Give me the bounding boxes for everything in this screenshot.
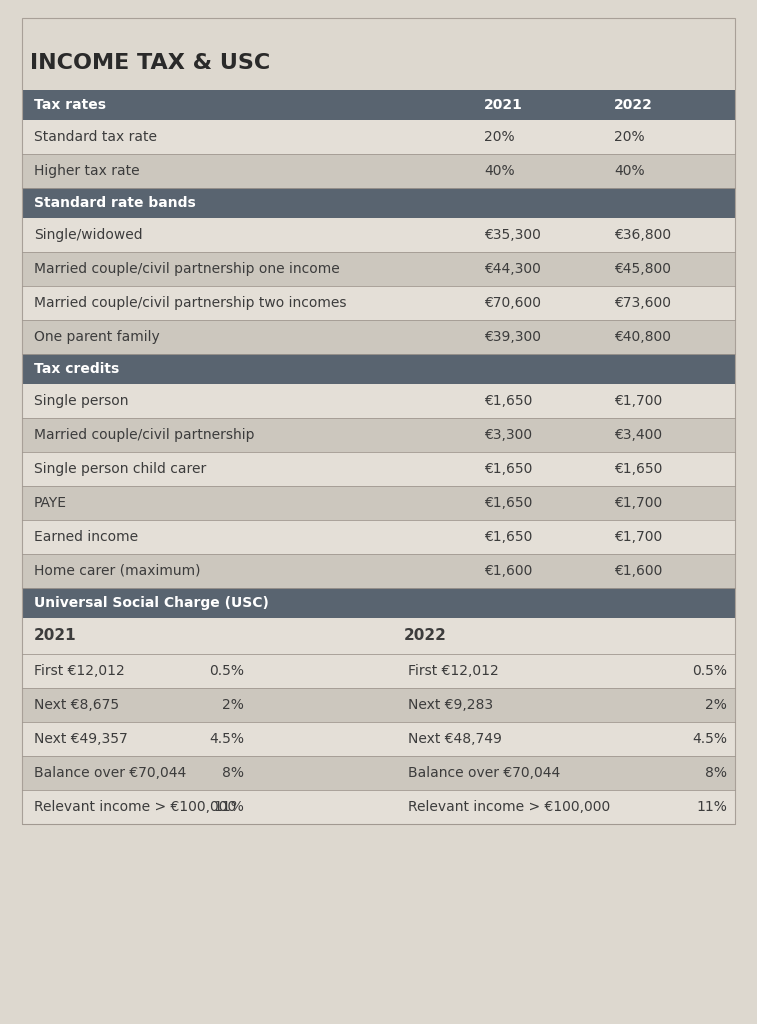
Text: €1,700: €1,700 bbox=[614, 530, 662, 544]
Text: Relevant income > €100,000: Relevant income > €100,000 bbox=[408, 800, 610, 814]
Bar bbox=[22, 252, 735, 286]
Text: First €12,012: First €12,012 bbox=[34, 664, 125, 678]
Text: 8%: 8% bbox=[222, 766, 244, 780]
Bar bbox=[22, 90, 735, 120]
Text: Standard tax rate: Standard tax rate bbox=[34, 130, 157, 144]
Text: Next €8,675: Next €8,675 bbox=[34, 698, 119, 712]
Text: €1,700: €1,700 bbox=[614, 496, 662, 510]
Text: Relevant income > €100,000: Relevant income > €100,000 bbox=[34, 800, 236, 814]
Bar bbox=[22, 354, 735, 384]
Text: Universal Social Charge (USC): Universal Social Charge (USC) bbox=[34, 596, 269, 610]
Text: 20%: 20% bbox=[614, 130, 645, 144]
Text: 2022: 2022 bbox=[614, 98, 653, 112]
Text: €1,650: €1,650 bbox=[484, 462, 532, 476]
Bar bbox=[22, 418, 735, 452]
Text: First €12,012: First €12,012 bbox=[408, 664, 499, 678]
Text: €73,600: €73,600 bbox=[614, 296, 671, 310]
Text: INCOME TAX & USC: INCOME TAX & USC bbox=[30, 52, 270, 73]
Text: 40%: 40% bbox=[614, 164, 645, 178]
Text: 0.5%: 0.5% bbox=[209, 664, 244, 678]
Text: €1,600: €1,600 bbox=[484, 564, 532, 578]
Bar bbox=[22, 618, 735, 654]
Text: Next €49,357: Next €49,357 bbox=[34, 732, 128, 746]
Bar bbox=[22, 824, 735, 1016]
Bar bbox=[22, 452, 735, 486]
Text: €1,650: €1,650 bbox=[484, 530, 532, 544]
Text: €40,800: €40,800 bbox=[614, 330, 671, 344]
Text: 11%: 11% bbox=[696, 800, 727, 814]
Text: 2021: 2021 bbox=[484, 98, 523, 112]
Bar bbox=[22, 120, 735, 154]
Text: €1,650: €1,650 bbox=[484, 496, 532, 510]
Bar bbox=[22, 588, 735, 618]
Text: Home carer (maximum): Home carer (maximum) bbox=[34, 564, 201, 578]
Text: 0.5%: 0.5% bbox=[692, 664, 727, 678]
Text: Balance over €70,044: Balance over €70,044 bbox=[34, 766, 186, 780]
Text: 8%: 8% bbox=[705, 766, 727, 780]
Text: Earned income: Earned income bbox=[34, 530, 138, 544]
Text: Balance over €70,044: Balance over €70,044 bbox=[408, 766, 560, 780]
Text: Single person: Single person bbox=[34, 394, 129, 408]
Text: €1,700: €1,700 bbox=[614, 394, 662, 408]
Bar bbox=[22, 188, 735, 218]
Bar bbox=[22, 520, 735, 554]
Text: 2022: 2022 bbox=[404, 629, 447, 643]
Text: Higher tax rate: Higher tax rate bbox=[34, 164, 139, 178]
Text: 4.5%: 4.5% bbox=[692, 732, 727, 746]
Bar bbox=[22, 286, 735, 319]
Text: Tax credits: Tax credits bbox=[34, 362, 120, 376]
Bar bbox=[22, 688, 735, 722]
Text: Married couple/civil partnership one income: Married couple/civil partnership one inc… bbox=[34, 262, 340, 276]
Bar bbox=[22, 18, 735, 90]
Bar bbox=[22, 18, 735, 824]
Text: 4.5%: 4.5% bbox=[209, 732, 244, 746]
Text: Married couple/civil partnership: Married couple/civil partnership bbox=[34, 428, 254, 442]
Bar bbox=[22, 654, 735, 688]
Text: €1,650: €1,650 bbox=[484, 394, 532, 408]
Text: 2%: 2% bbox=[222, 698, 244, 712]
Text: €44,300: €44,300 bbox=[484, 262, 540, 276]
Bar bbox=[22, 154, 735, 188]
Text: €3,400: €3,400 bbox=[614, 428, 662, 442]
Bar bbox=[22, 554, 735, 588]
Text: Single person child carer: Single person child carer bbox=[34, 462, 206, 476]
Text: Next €9,283: Next €9,283 bbox=[408, 698, 493, 712]
Bar bbox=[22, 756, 735, 790]
Text: 2%: 2% bbox=[705, 698, 727, 712]
Text: €36,800: €36,800 bbox=[614, 228, 671, 242]
Text: Married couple/civil partnership two incomes: Married couple/civil partnership two inc… bbox=[34, 296, 347, 310]
Bar bbox=[22, 722, 735, 756]
Bar bbox=[22, 218, 735, 252]
Text: 40%: 40% bbox=[484, 164, 515, 178]
Text: €45,800: €45,800 bbox=[614, 262, 671, 276]
Text: Next €48,749: Next €48,749 bbox=[408, 732, 502, 746]
Text: Tax rates: Tax rates bbox=[34, 98, 106, 112]
Bar bbox=[22, 486, 735, 520]
Text: €1,600: €1,600 bbox=[614, 564, 662, 578]
Text: Single/widowed: Single/widowed bbox=[34, 228, 142, 242]
Bar bbox=[22, 790, 735, 824]
Bar bbox=[22, 384, 735, 418]
Text: 2021: 2021 bbox=[34, 629, 76, 643]
Text: 20%: 20% bbox=[484, 130, 515, 144]
Text: PAYE: PAYE bbox=[34, 496, 67, 510]
Text: €35,300: €35,300 bbox=[484, 228, 540, 242]
Text: €1,650: €1,650 bbox=[614, 462, 662, 476]
Text: €39,300: €39,300 bbox=[484, 330, 541, 344]
Bar bbox=[22, 319, 735, 354]
Text: One parent family: One parent family bbox=[34, 330, 160, 344]
Text: €70,600: €70,600 bbox=[484, 296, 541, 310]
Text: Standard rate bands: Standard rate bands bbox=[34, 196, 196, 210]
Text: €3,300: €3,300 bbox=[484, 428, 532, 442]
Text: 11%: 11% bbox=[213, 800, 244, 814]
